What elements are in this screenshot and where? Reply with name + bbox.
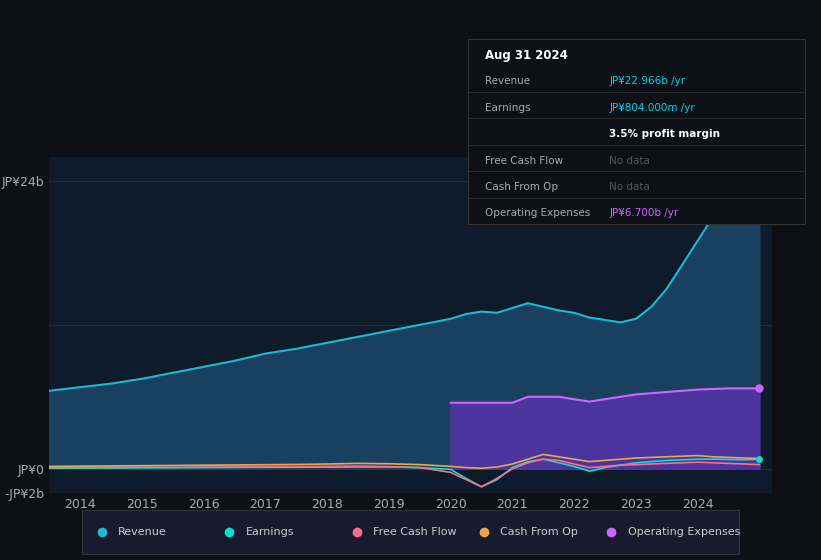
Text: JP¥6.700b /yr: JP¥6.700b /yr — [609, 208, 679, 218]
Text: Cash From Op: Cash From Op — [501, 527, 578, 537]
Text: Cash From Op: Cash From Op — [484, 182, 557, 192]
Text: 3.5% profit margin: 3.5% profit margin — [609, 129, 720, 139]
Text: Earnings: Earnings — [245, 527, 294, 537]
Text: Operating Expenses: Operating Expenses — [484, 208, 590, 218]
Text: JP¥22.966b /yr: JP¥22.966b /yr — [609, 77, 686, 86]
Text: JP¥804.000m /yr: JP¥804.000m /yr — [609, 103, 695, 113]
Text: Aug 31 2024: Aug 31 2024 — [484, 49, 567, 62]
Text: Free Cash Flow: Free Cash Flow — [484, 156, 563, 166]
Text: No data: No data — [609, 182, 650, 192]
Text: Revenue: Revenue — [484, 77, 530, 86]
Text: Operating Expenses: Operating Expenses — [628, 527, 741, 537]
Text: Free Cash Flow: Free Cash Flow — [373, 527, 456, 537]
Text: No data: No data — [609, 156, 650, 166]
Text: Revenue: Revenue — [118, 527, 167, 537]
Text: Earnings: Earnings — [484, 103, 530, 113]
